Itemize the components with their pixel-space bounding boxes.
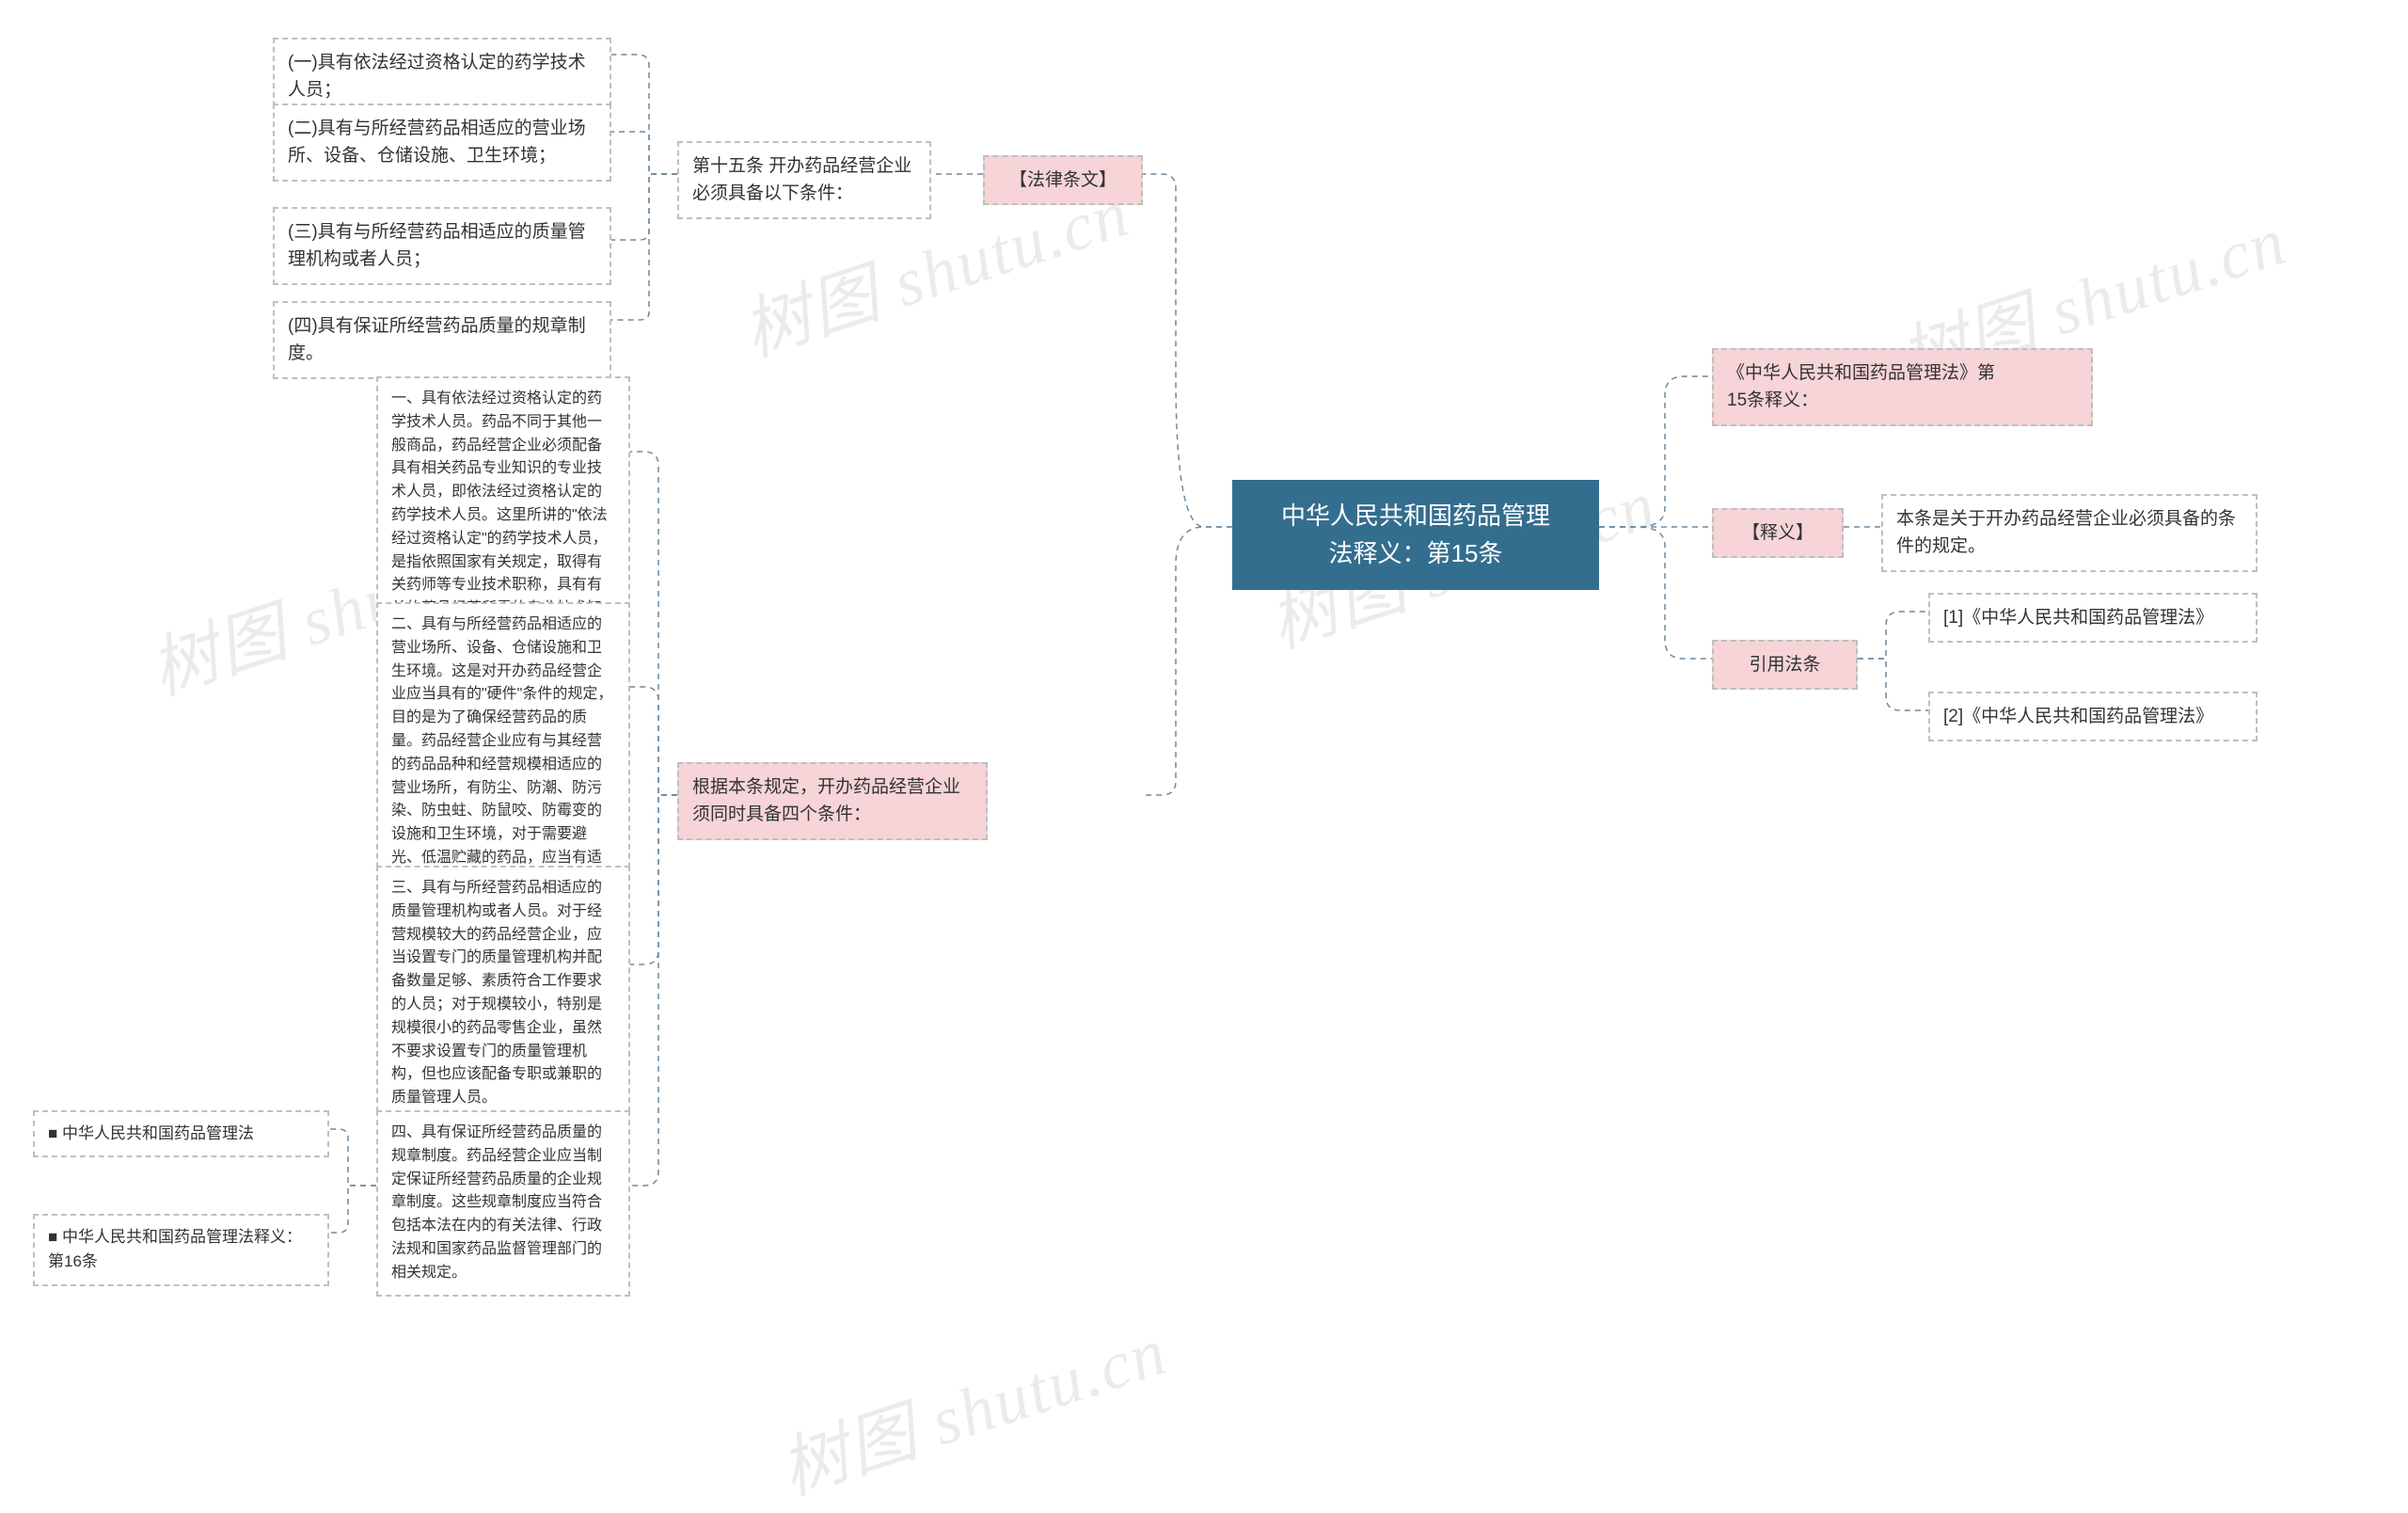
refs-label[interactable]: 引用法条	[1712, 640, 1858, 690]
detail-2[interactable]: 二、具有与所经营药品相适应的营业场所、设备、仓储设施和卫生环境。这是对开办药品经…	[376, 602, 630, 905]
ref-2-text: [2]《中华人民共和国药品管理法》	[1943, 707, 2213, 726]
interpretation-text[interactable]: 本条是关于开办药品经营企业必须具备的条件的规定。	[1881, 494, 2258, 572]
detail-3-text: 三、具有与所经营药品相适应的质量管理机构或者人员。对于经营规模较大的药品经营企业…	[391, 880, 602, 1106]
related-1[interactable]: ■ 中华人民共和国药品管理法	[33, 1110, 329, 1157]
law-label[interactable]: 【法律条文】	[983, 155, 1143, 205]
summary-node[interactable]: 根据本条规定，开办药品经营企业须同时具备四个条件：	[677, 762, 988, 840]
related-2[interactable]: ■ 中华人民共和国药品管理法释义：第16条	[33, 1214, 329, 1286]
headline-node[interactable]: 《中华人民共和国药品管理法》第 15条释义：	[1712, 348, 2093, 426]
summary-text: 根据本条规定，开办药品经营企业须同时具备四个条件：	[692, 777, 960, 824]
watermark: 树图 shutu.cn	[766, 1296, 1178, 1513]
root-node[interactable]: 中华人民共和国药品管理 法释义：第15条	[1232, 480, 1599, 590]
interpretation-label[interactable]: 【释义】	[1712, 508, 1844, 558]
law-item-2-text: (二)具有与所经营药品相适应的营业场所、设备、仓储设施、卫生环境；	[288, 119, 586, 166]
law-intro-text: 第十五条 开办药品经营企业必须具备以下条件：	[692, 156, 911, 203]
detail-2-text: 二、具有与所经营药品相适应的营业场所、设备、仓储设施和卫生环境。这是对开办药品经…	[391, 616, 612, 889]
law-item-3[interactable]: (三)具有与所经营药品相适应的质量管理机构或者人员；	[273, 207, 611, 285]
law-item-1-text: (一)具有依法经过资格认定的药学技术人员；	[288, 53, 586, 100]
detail-4[interactable]: 四、具有保证所经营药品质量的规章制度。药品经营企业应当制定保证所经营药品质量的企…	[376, 1110, 630, 1297]
law-label-text: 【法律条文】	[1009, 170, 1117, 190]
law-item-2[interactable]: (二)具有与所经营药品相适应的营业场所、设备、仓储设施、卫生环境；	[273, 104, 611, 182]
ref-1[interactable]: [1]《中华人民共和国药品管理法》	[1928, 593, 2258, 643]
detail-3[interactable]: 三、具有与所经营药品相适应的质量管理机构或者人员。对于经营规模较大的药品经营企业…	[376, 866, 630, 1122]
root-line1: 中华人民共和国药品管理	[1281, 502, 1550, 530]
related-2-text: ■ 中华人民共和国药品管理法释义：第16条	[48, 1228, 302, 1270]
law-intro[interactable]: 第十五条 开办药品经营企业必须具备以下条件：	[677, 141, 931, 219]
law-item-3-text: (三)具有与所经营药品相适应的质量管理机构或者人员；	[288, 222, 586, 269]
detail-4-text: 四、具有保证所经营药品质量的规章制度。药品经营企业应当制定保证所经营药品质量的企…	[391, 1124, 602, 1281]
ref-2[interactable]: [2]《中华人民共和国药品管理法》	[1928, 692, 2258, 741]
ref-1-text: [1]《中华人民共和国药品管理法》	[1943, 608, 2213, 628]
interpretation-label-text: 【释义】	[1742, 523, 1814, 543]
related-1-text: ■ 中华人民共和国药品管理法	[48, 1124, 254, 1142]
refs-label-text: 引用法条	[1749, 655, 1820, 675]
interpretation-text-content: 本条是关于开办药品经营企业必须具备的条件的规定。	[1896, 509, 2236, 556]
law-item-4-text: (四)具有保证所经营药品质量的规章制度。	[288, 316, 586, 363]
headline-l2: 15条释义：	[1727, 390, 1818, 410]
headline-l1: 《中华人民共和国药品管理法》第	[1727, 363, 1995, 383]
root-line2: 法释义：第15条	[1329, 539, 1503, 567]
law-item-4[interactable]: (四)具有保证所经营药品质量的规章制度。	[273, 301, 611, 379]
